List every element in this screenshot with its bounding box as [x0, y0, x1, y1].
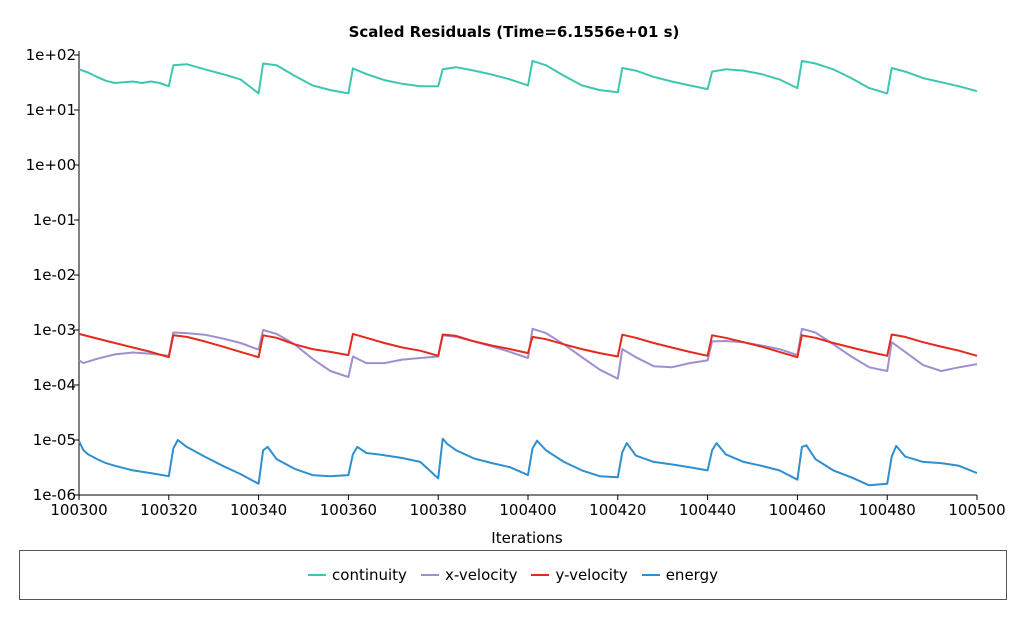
legend: continuity x-velocity y-velocity energy	[19, 550, 1007, 600]
legend-label: y-velocity	[555, 566, 628, 584]
y-tick-label: 1e-05	[33, 431, 76, 449]
x-axis-ticks: 100300 100320 100340 100360 100380 100400 1004…	[50, 495, 1006, 519]
y-tick-label: 1e+01	[26, 101, 76, 119]
series-line-continuity	[78, 59, 978, 95]
x-tick-label: 100420	[589, 501, 646, 519]
x-tick-label: 100300	[50, 501, 107, 519]
legend-item-x-velocity: x-velocity	[420, 566, 518, 584]
x-tick-label: 100380	[410, 501, 467, 519]
x-tick-label: 100460	[769, 501, 826, 519]
y-tick-label: 1e-04	[33, 376, 76, 394]
y-axis-ticks: 1e+02 1e+01 1e+00 1e-01 1e-02 1e-03 1e-04 1e-05…	[26, 46, 79, 504]
x-tick-label: 100340	[230, 501, 287, 519]
legend-item-continuity: continuity	[308, 566, 407, 584]
residuals-plot: Scaled Residuals (Time=6.1556e+01 s) 1e+…	[26, 23, 1006, 547]
y-tick-label: 1e+02	[26, 46, 76, 64]
x-axis-label: Iterations	[491, 529, 563, 547]
legend-label: energy	[665, 566, 718, 584]
series-line-x-velocity	[78, 327, 978, 380]
legend-label: continuity	[332, 566, 407, 584]
y-tick-label: 1e+00	[26, 156, 76, 174]
x-tick-label: 100320	[140, 501, 197, 519]
series-line-y-velocity	[78, 332, 978, 359]
y-tick-label: 1e-06	[33, 486, 76, 504]
legend-swatch	[308, 574, 327, 576]
y-tick-label: 1e-02	[33, 266, 76, 284]
x-tick-label: 100500	[948, 501, 1005, 519]
x-tick-label: 100360	[320, 501, 377, 519]
series-lines	[78, 59, 978, 487]
series-line-energy	[78, 437, 978, 487]
x-tick-label: 100480	[859, 501, 916, 519]
chart-title: Scaled Residuals (Time=6.1556e+01 s)	[349, 23, 680, 41]
legend-swatch	[531, 574, 550, 576]
legend-label: x-velocity	[444, 566, 518, 584]
legend-swatch	[641, 574, 660, 576]
axes-frame	[78, 51, 977, 496]
legend-item-y-velocity: y-velocity	[531, 566, 628, 584]
x-tick-label: 100440	[679, 501, 736, 519]
y-tick-label: 1e-03	[33, 321, 76, 339]
legend-swatch	[420, 574, 439, 576]
legend-item-energy: energy	[641, 566, 718, 584]
y-tick-label: 1e-01	[33, 211, 76, 229]
x-tick-label: 100400	[499, 501, 556, 519]
